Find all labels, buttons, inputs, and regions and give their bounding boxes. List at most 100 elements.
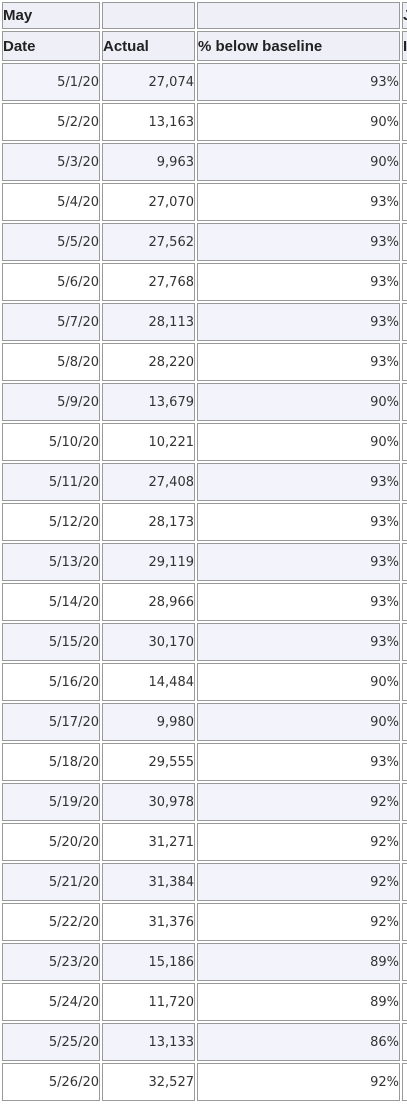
- actual-cell: 30,170: [102, 623, 195, 661]
- date-column-header: Date: [2, 31, 100, 61]
- table-row: 5/3/20 9,963 90%: [2, 143, 407, 181]
- pct-below-baseline-cell: 92%: [197, 823, 400, 861]
- month-header-cell: May: [2, 2, 100, 29]
- actual-cell: 9,963: [102, 143, 195, 181]
- actual-cell: 27,408: [102, 463, 195, 501]
- extra-cell: [402, 823, 407, 861]
- actual-cell: 27,562: [102, 223, 195, 261]
- date-cell: 5/20/20: [2, 823, 100, 861]
- date-cell: 5/24/20: [2, 983, 100, 1021]
- extra-cell: [402, 103, 407, 141]
- date-cell: 5/10/20: [2, 423, 100, 461]
- actual-cell: 13,163: [102, 103, 195, 141]
- date-cell: 5/8/20: [2, 343, 100, 381]
- table-row: 5/21/20 31,384 92%: [2, 863, 407, 901]
- date-cell: 5/4/20: [2, 183, 100, 221]
- extra-cell: [402, 183, 407, 221]
- date-cell: 5/11/20: [2, 463, 100, 501]
- pct-below-baseline-cell: 93%: [197, 623, 400, 661]
- actual-cell: 31,376: [102, 903, 195, 941]
- month-header-row: May J: [2, 2, 407, 29]
- date-cell: 5/12/20: [2, 503, 100, 541]
- actual-cell: 29,119: [102, 543, 195, 581]
- pct-below-baseline-column-header: % below baseline: [197, 31, 400, 61]
- date-cell: 5/15/20: [2, 623, 100, 661]
- date-cell: 5/2/20: [2, 103, 100, 141]
- pct-below-baseline-cell: 86%: [197, 1023, 400, 1061]
- actual-cell: 31,384: [102, 863, 195, 901]
- actual-cell: 27,070: [102, 183, 195, 221]
- date-cell: 5/19/20: [2, 783, 100, 821]
- actual-cell: 15,186: [102, 943, 195, 981]
- date-cell: 5/6/20: [2, 263, 100, 301]
- actual-cell: 13,679: [102, 383, 195, 421]
- date-cell: 5/25/20: [2, 1023, 100, 1061]
- table-row: 5/26/20 32,527 92%: [2, 1063, 407, 1101]
- date-cell: 5/18/20: [2, 743, 100, 781]
- date-cell: 5/21/20: [2, 863, 100, 901]
- pct-below-baseline-cell: 92%: [197, 903, 400, 941]
- extra-cell: [402, 143, 407, 181]
- actual-cell: 28,220: [102, 343, 195, 381]
- pct-below-baseline-cell: 90%: [197, 423, 400, 461]
- pct-below-baseline-cell: 90%: [197, 663, 400, 701]
- table-row: 5/11/20 27,408 93%: [2, 463, 407, 501]
- pct-below-baseline-cell: 93%: [197, 463, 400, 501]
- extra-cell: [402, 583, 407, 621]
- month-header-blank-cell: [197, 2, 400, 29]
- pct-below-baseline-cell: 93%: [197, 183, 400, 221]
- extra-cell: [402, 383, 407, 421]
- extra-cell: [402, 1063, 407, 1101]
- table-row: 5/22/20 31,376 92%: [2, 903, 407, 941]
- date-cell: 5/14/20: [2, 583, 100, 621]
- extra-cell: [402, 703, 407, 741]
- table-row: 5/24/20 11,720 89%: [2, 983, 407, 1021]
- actual-cell: 28,966: [102, 583, 195, 621]
- pct-below-baseline-cell: 93%: [197, 343, 400, 381]
- table-row: 5/13/20 29,119 93%: [2, 543, 407, 581]
- date-cell: 5/3/20: [2, 143, 100, 181]
- date-cell: 5/22/20: [2, 903, 100, 941]
- date-cell: 5/9/20: [2, 383, 100, 421]
- pct-below-baseline-cell: 93%: [197, 583, 400, 621]
- table-row: 5/17/20 9,980 90%: [2, 703, 407, 741]
- actual-cell: 32,527: [102, 1063, 195, 1101]
- extra-cell: [402, 423, 407, 461]
- date-cell: 5/23/20: [2, 943, 100, 981]
- pct-below-baseline-cell: 93%: [197, 743, 400, 781]
- extra-cell: [402, 63, 407, 101]
- table-row: 5/10/20 10,221 90%: [2, 423, 407, 461]
- extra-cell: [402, 1023, 407, 1061]
- pct-below-baseline-cell: 92%: [197, 863, 400, 901]
- extra-cell: [402, 983, 407, 1021]
- pct-below-baseline-cell: 93%: [197, 303, 400, 341]
- table-row: 5/14/20 28,966 93%: [2, 583, 407, 621]
- extra-cell: [402, 263, 407, 301]
- actual-cell: 27,074: [102, 63, 195, 101]
- actual-cell: 30,978: [102, 783, 195, 821]
- date-cell: 5/26/20: [2, 1063, 100, 1101]
- pct-below-baseline-cell: 90%: [197, 143, 400, 181]
- month-header-blank-cell: [102, 2, 195, 29]
- actual-cell: 28,173: [102, 503, 195, 541]
- column-header-row: Date Actual % below baseline I: [2, 31, 407, 61]
- table-row: 5/23/20 15,186 89%: [2, 943, 407, 981]
- extra-cell: [402, 623, 407, 661]
- pct-below-baseline-cell: 93%: [197, 63, 400, 101]
- extra-cell: [402, 743, 407, 781]
- table-row: 5/25/20 13,133 86%: [2, 1023, 407, 1061]
- pct-below-baseline-cell: 90%: [197, 383, 400, 421]
- pct-below-baseline-cell: 93%: [197, 263, 400, 301]
- table-row: 5/16/20 14,484 90%: [2, 663, 407, 701]
- actual-cell: 14,484: [102, 663, 195, 701]
- actual-cell: 29,555: [102, 743, 195, 781]
- actual-cell: 28,113: [102, 303, 195, 341]
- date-cell: 5/5/20: [2, 223, 100, 261]
- extra-cell: [402, 783, 407, 821]
- table-row: 5/6/20 27,768 93%: [2, 263, 407, 301]
- table-row: 5/18/20 29,555 93%: [2, 743, 407, 781]
- pct-below-baseline-cell: 93%: [197, 543, 400, 581]
- extra-cell: [402, 943, 407, 981]
- actual-cell: 27,768: [102, 263, 195, 301]
